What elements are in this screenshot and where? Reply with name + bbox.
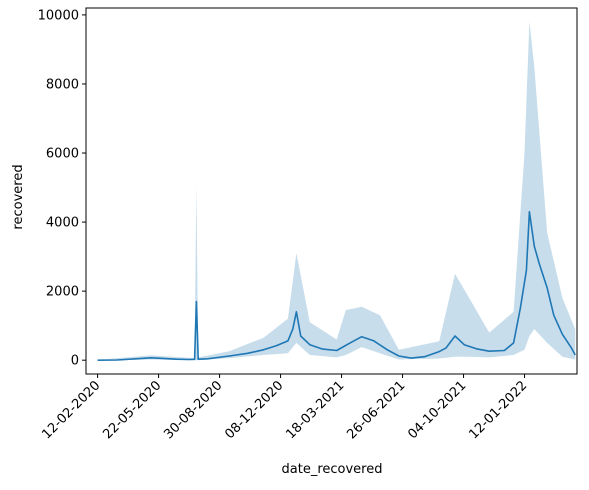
x-axis-ticks: 12-02-202022-05-202030-08-202008-12-2020… xyxy=(39,374,530,442)
axes xyxy=(86,8,577,374)
x-tick-label: 12-02-2020 xyxy=(39,378,103,442)
confidence-band-layer xyxy=(98,22,576,360)
y-tick-label: 8000 xyxy=(46,77,79,92)
y-tick-label: 0 xyxy=(71,354,79,369)
y-axis-label: recovered xyxy=(11,164,26,229)
y-tick-label: 6000 xyxy=(46,147,79,162)
confidence-band xyxy=(98,22,576,360)
x-tick-label: 18-03-2021 xyxy=(283,378,347,442)
y-axis-ticks: 0 2000 4000 6000 8000 10000 xyxy=(38,8,86,368)
x-tick-label: 08-12-2020 xyxy=(222,378,286,442)
x-tick-label: 04-10-2021 xyxy=(405,378,469,442)
x-tick-label: 12-01-2022 xyxy=(466,378,530,442)
x-tick-label: 26-06-2021 xyxy=(344,378,408,442)
y-tick-label: 10000 xyxy=(38,8,79,23)
y-tick-label: 4000 xyxy=(46,216,79,231)
plot-frame xyxy=(86,8,577,374)
y-tick-label: 2000 xyxy=(46,285,79,300)
x-tick-label: 30-08-2020 xyxy=(161,378,225,442)
x-tick-label: 22-05-2020 xyxy=(100,378,164,442)
x-axis-label: date_recovered xyxy=(282,462,383,477)
